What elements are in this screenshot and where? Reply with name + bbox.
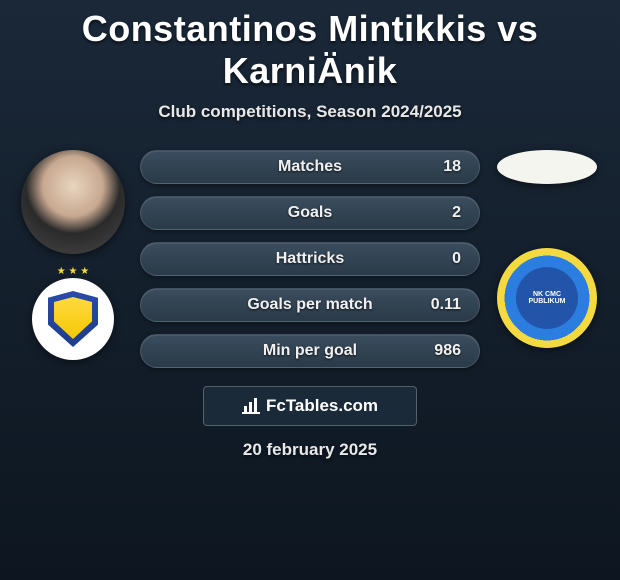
stat-label: Goals (288, 204, 332, 222)
club-stars-icon: ★ ★ ★ (32, 266, 114, 277)
stat-value: 2 (452, 204, 461, 222)
brand-box[interactable]: FcTables.com (203, 386, 417, 426)
page-title: Constantinos Mintikkis vs KarniÄnik (0, 0, 620, 92)
brand-text: FcTables.com (266, 396, 378, 416)
stat-row: Matches 18 (140, 150, 480, 184)
subtitle: Club competitions, Season 2024/2025 (0, 102, 620, 122)
stat-value: 18 (443, 158, 461, 176)
left-club-badge (32, 278, 114, 360)
stat-row: Goals 2 (140, 196, 480, 230)
stat-row: Min per goal 986 (140, 334, 480, 368)
stat-label: Matches (278, 158, 342, 176)
chart-icon (242, 398, 260, 414)
right-club-inner: NK CMC PUBLIKUM (516, 267, 578, 329)
player-avatar (21, 150, 125, 254)
stat-value: 0.11 (431, 296, 461, 314)
content-row: ★ ★ ★ Matches 18 Goals 2 Hattricks 0 Goa… (0, 150, 620, 368)
shield-icon (48, 291, 98, 347)
stats-list: Matches 18 Goals 2 Hattricks 0 Goals per… (140, 150, 480, 368)
stat-label: Hattricks (276, 250, 344, 268)
right-club-badge: NK CMC PUBLIKUM (497, 248, 597, 348)
right-column: NK CMC PUBLIKUM (492, 150, 602, 348)
stat-value: 986 (434, 342, 461, 360)
left-club-wrap: ★ ★ ★ (32, 278, 114, 360)
stat-value: 0 (452, 250, 461, 268)
stat-row: Goals per match 0.11 (140, 288, 480, 322)
stat-label: Goals per match (247, 296, 372, 314)
stat-row: Hattricks 0 (140, 242, 480, 276)
left-column: ★ ★ ★ (18, 150, 128, 360)
right-oval-placeholder (497, 150, 597, 184)
stat-label: Min per goal (263, 342, 357, 360)
right-club-label: NK CMC PUBLIKUM (516, 291, 578, 305)
date-text: 20 february 2025 (0, 440, 620, 460)
